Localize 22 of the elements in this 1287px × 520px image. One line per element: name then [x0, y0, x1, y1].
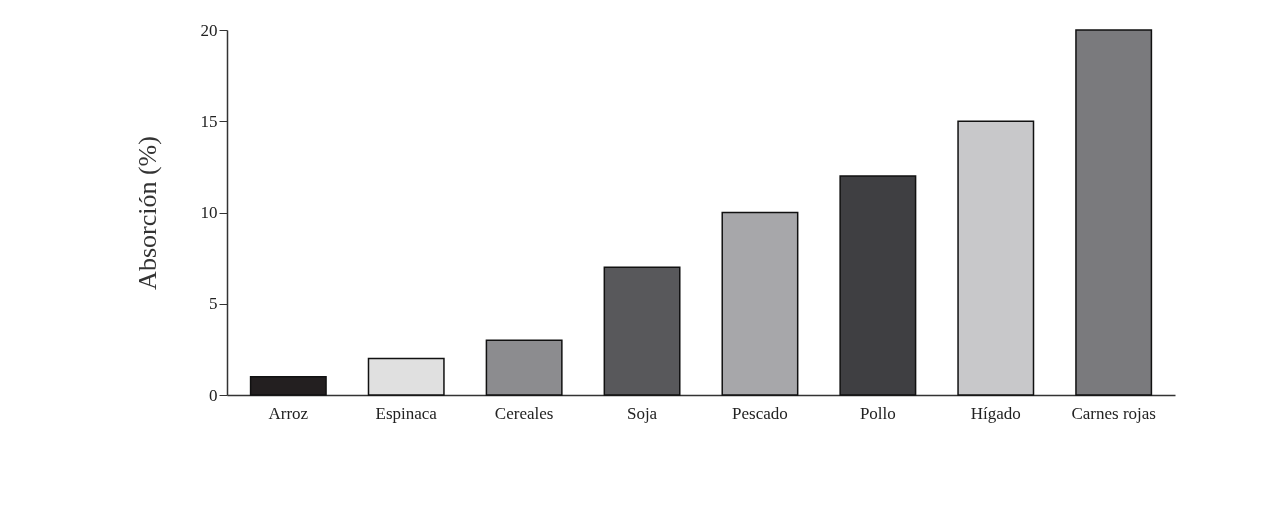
bar — [1075, 29, 1153, 396]
y-tick-label: 20 — [200, 20, 218, 40]
bar — [485, 339, 563, 396]
y-tick-label: 0 — [209, 385, 218, 405]
y-tick-label: 15 — [200, 111, 218, 131]
y-tick-label: 5 — [209, 294, 218, 314]
bar — [721, 211, 799, 396]
x-tick-label: Soja — [626, 403, 658, 423]
x-tick-label: Pollo — [859, 403, 896, 423]
x-tick-label: Pescado — [732, 403, 788, 423]
bar — [603, 266, 681, 396]
bar — [249, 376, 327, 396]
bar — [957, 120, 1035, 396]
x-tick-label: Hígado — [970, 403, 1021, 423]
bar — [367, 357, 445, 396]
bar — [839, 175, 917, 396]
x-tick-label: Cereales — [494, 403, 554, 423]
y-axis-title: Absorción (%) — [132, 136, 162, 290]
x-tick-label: Carnes rojas — [1071, 403, 1156, 423]
y-tick-label: 10 — [200, 203, 218, 222]
x-tick-label: Espinaca — [375, 403, 438, 423]
x-tick-label: Arroz — [268, 403, 309, 423]
